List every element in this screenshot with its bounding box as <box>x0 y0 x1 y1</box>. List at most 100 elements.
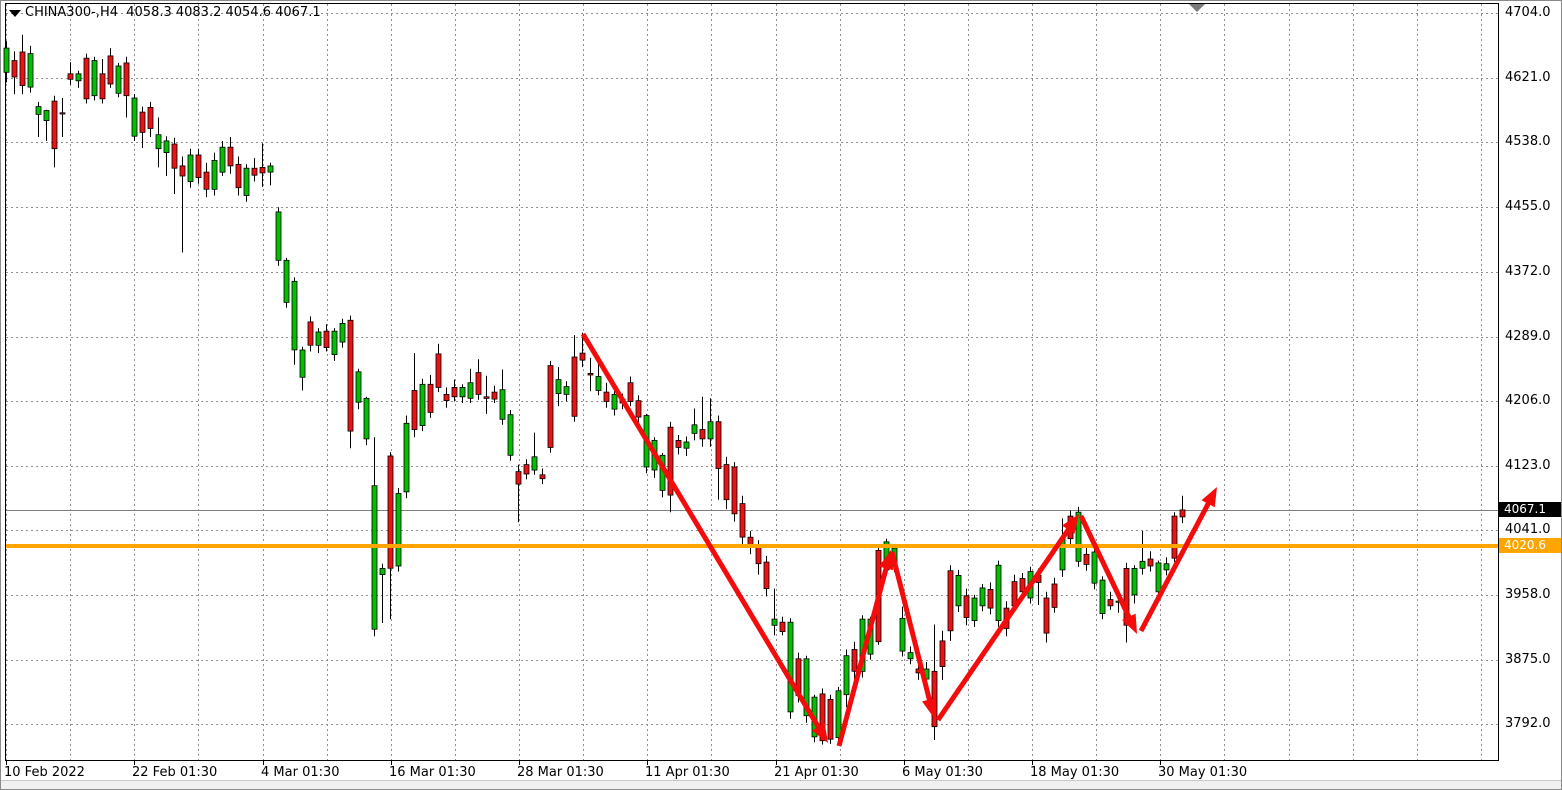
bull-candle-body <box>771 618 778 626</box>
bear-candle-body <box>715 421 722 469</box>
bull-candle-body <box>155 134 162 150</box>
bear-candle-body <box>987 589 994 609</box>
bear-candle-body <box>99 73 106 100</box>
trend-arrow-line <box>935 520 1076 722</box>
bear-candle-body <box>851 649 858 672</box>
bear-candle-body <box>443 393 450 401</box>
bull-candle-body <box>43 110 50 122</box>
bear-candle-body <box>571 356 578 417</box>
bear-candle-body <box>523 464 530 475</box>
bear-candle-body <box>699 429 706 440</box>
trend-arrow-head <box>1062 514 1079 534</box>
bull-candle-body <box>187 154 194 182</box>
bear-candle-body <box>171 143 178 169</box>
bear-candle-body <box>515 471 522 485</box>
horizontal-level-tag: 4020.6 <box>1499 538 1561 553</box>
chart-title: CHINA300-,H4 4058.3 4083.2 4054.6 4067.1 <box>25 5 321 20</box>
time-tick-label: 11 Apr 01:30 <box>645 765 730 780</box>
bear-candle-body <box>1179 509 1186 518</box>
trend-arrow-line <box>836 558 892 747</box>
symbol-dropdown-icon[interactable] <box>9 10 21 17</box>
time-tick-label: 4 Mar 01:30 <box>261 765 340 780</box>
bull-candle-body <box>1163 563 1170 571</box>
bear-candle-body <box>203 171 210 190</box>
bear-candle-body <box>667 426 674 496</box>
bull-candle-body <box>163 140 170 153</box>
plot-area[interactable] <box>5 3 1498 761</box>
bear-candle-body <box>739 503 746 538</box>
bull-candle-body <box>91 60 98 97</box>
bear-candle-body <box>603 391 610 402</box>
price-tick-label: 4455.0 <box>1505 199 1551 214</box>
bear-candle-body <box>307 321 314 346</box>
bear-candle-body <box>827 699 834 740</box>
bear-candle-body <box>179 165 186 177</box>
bear-candle-body <box>587 372 594 376</box>
bull-candle-body <box>275 211 282 261</box>
bull-candle-body <box>907 652 914 660</box>
bear-candle-body <box>83 57 90 100</box>
bear-candle-body <box>947 570 954 632</box>
bear-candle-body <box>107 55 114 85</box>
bull-candle-body <box>395 493 402 567</box>
bear-candle-body <box>139 111 146 133</box>
bull-candle-body <box>267 165 274 173</box>
bull-candle-body <box>787 621 794 713</box>
bear-candle-body <box>763 561 770 589</box>
bull-candle-body <box>419 383 426 426</box>
bear-candle-body <box>635 400 642 418</box>
trend-arrow-head <box>811 722 828 743</box>
bull-candle-body <box>843 655 850 696</box>
bull-candle-body <box>291 280 298 351</box>
bull-candle-body <box>219 146 226 173</box>
bull-candle-body <box>691 424 698 434</box>
bull-candle-body <box>563 386 570 395</box>
bull-candle-body <box>1099 579 1106 614</box>
bull-candle-body <box>955 575 962 607</box>
bear-candle-body <box>1051 583 1058 608</box>
time-tick-label: 30 May 01:30 <box>1158 765 1248 780</box>
time-tick-label: 22 Feb 01:30 <box>132 765 218 780</box>
trend-arrow-head <box>922 697 937 718</box>
bear-candle-body <box>387 455 394 569</box>
bull-candle-body <box>555 379 562 395</box>
price-tick-label: 3875.0 <box>1505 652 1551 667</box>
bull-candle-body <box>3 47 10 73</box>
bear-candle-body <box>1019 578 1026 593</box>
price-tick-label: 4041.0 <box>1505 522 1551 537</box>
bull-candle-body <box>243 167 250 196</box>
scroll-to-end-icon <box>1189 4 1205 12</box>
bull-candle-body <box>707 421 714 440</box>
bear-candle-body <box>1123 568 1130 626</box>
bull-candle-body <box>1091 551 1098 584</box>
bear-candle-body <box>227 146 234 167</box>
current-price-tag: 4067.1 <box>1499 502 1561 517</box>
time-tick-label: 21 Apr 01:30 <box>774 765 859 780</box>
bear-candle-body <box>323 330 330 349</box>
price-tick-label: 4538.0 <box>1505 134 1551 149</box>
bull-candle-body <box>1075 511 1082 562</box>
bear-candle-body <box>819 693 826 742</box>
bear-candle-body <box>51 100 58 150</box>
trend-arrow-line <box>1138 493 1216 633</box>
bull-candle-body <box>971 597 978 622</box>
time-tick-label: 28 Mar 01:30 <box>517 765 604 780</box>
bull-candle-body <box>1155 562 1162 593</box>
bear-candle-body <box>59 112 66 115</box>
bear-candle-body <box>475 372 482 395</box>
bear-candle-body <box>779 621 786 633</box>
bull-candle-body <box>75 73 82 82</box>
bull-candle-body <box>467 382 474 399</box>
bear-candle-body <box>483 396 490 399</box>
bear-candle-body <box>347 319 354 432</box>
bear-candle-body <box>579 352 586 361</box>
bull-candle-body <box>363 397 370 440</box>
bull-candle-body <box>531 456 538 471</box>
bull-candle-body <box>499 389 506 420</box>
bull-candle-body <box>27 53 34 88</box>
status-bar <box>1 780 1561 789</box>
bear-candle-body <box>731 466 738 515</box>
bear-candle-body <box>1171 515 1178 559</box>
